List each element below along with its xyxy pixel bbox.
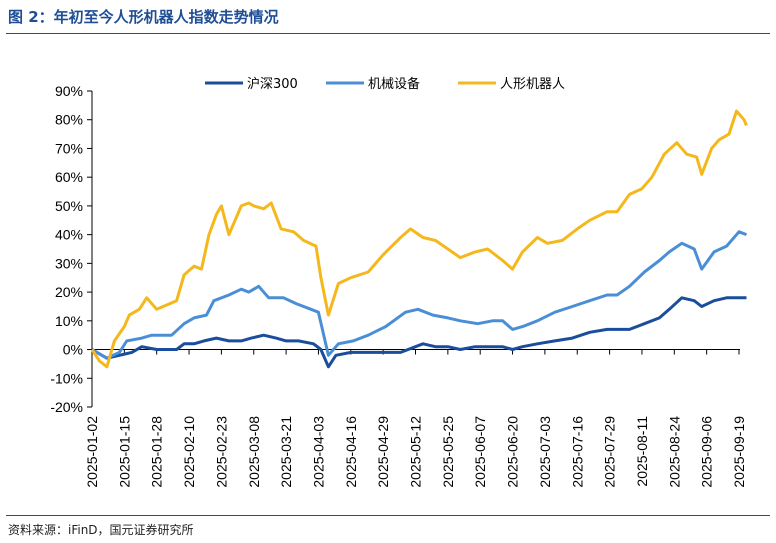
chart-legend: 沪深300 机械设备 人形机器人 [205, 76, 565, 92]
x-tick-label: 2025-01-02 [84, 416, 100, 488]
y-tick-label: 0% [63, 342, 83, 358]
y-tick-label: -10% [50, 370, 83, 386]
y-tick-label: 40% [55, 227, 83, 243]
plot-area [90, 109, 748, 369]
x-tick-label: 2025-06-20 [505, 416, 521, 488]
x-tick-label: 2025-06-07 [472, 416, 488, 488]
line-chart: 沪深300 机械设备 人形机器人 -20% -10% 0% 10% 20% 30% 40% 50%… [50, 76, 748, 488]
x-tick-label: 2025-02-10 [181, 416, 197, 488]
x-tick-label: 2025-03-08 [246, 416, 262, 488]
x-tick-label: 2025-09-06 [699, 416, 715, 488]
x-tick-label: 2025-09-19 [731, 416, 747, 488]
x-tick-label: 2025-04-16 [343, 416, 359, 488]
y-tick-label: 20% [55, 284, 83, 300]
x-tick-label: 2025-07-03 [537, 416, 553, 488]
y-tick-label: 30% [55, 255, 83, 271]
x-tick-label: 2025-07-29 [602, 416, 618, 488]
y-tick-label: 50% [55, 198, 83, 214]
source-divider [6, 515, 770, 516]
legend-label: 机械设备 [368, 76, 420, 92]
x-tick-label: 2025-05-25 [440, 416, 456, 488]
series-line-3 [90, 109, 748, 369]
x-tick-label: 2025-04-29 [375, 416, 391, 488]
series-line-1 [91, 296, 747, 369]
x-tick-label: 2025-05-12 [408, 416, 424, 488]
source-note: 资料来源：iFinD，国元证券研究所 [8, 523, 194, 537]
x-tick-label: 2025-07-16 [569, 416, 585, 488]
title-divider [6, 33, 770, 34]
y-tick-label: 60% [55, 169, 83, 185]
x-tick-label: 2025-08-11 [634, 416, 650, 487]
y-tick-label: 70% [55, 140, 83, 156]
x-tick-label: 2025-04-03 [310, 416, 326, 488]
x-tick-label: 2025-08-24 [666, 416, 682, 488]
figure-title: 图 2：年初至今人形机器人指数走势情况 [8, 8, 279, 26]
x-tick-label: 2025-01-28 [149, 416, 165, 488]
x-tick-label: 2025-01-15 [116, 416, 132, 488]
y-tick-label: 90% [55, 83, 83, 99]
y-axis: -20% -10% 0% 10% 20% 30% 40% 50% 60% 70% 80% 90% [50, 83, 93, 415]
x-tick-label: 2025-03-21 [278, 416, 294, 488]
legend-label: 人形机器人 [500, 77, 565, 92]
legend-label: 沪深300 [247, 76, 298, 92]
y-tick-label: -20% [50, 399, 83, 415]
series-line-2 [91, 230, 748, 360]
x-axis: 2025-01-02 2025-01-15 2025-01-28 2025-02-10… [84, 349, 747, 488]
y-tick-label: 10% [55, 313, 83, 329]
y-tick-label: 80% [55, 112, 83, 128]
x-tick-label: 2025-02-23 [213, 416, 229, 488]
